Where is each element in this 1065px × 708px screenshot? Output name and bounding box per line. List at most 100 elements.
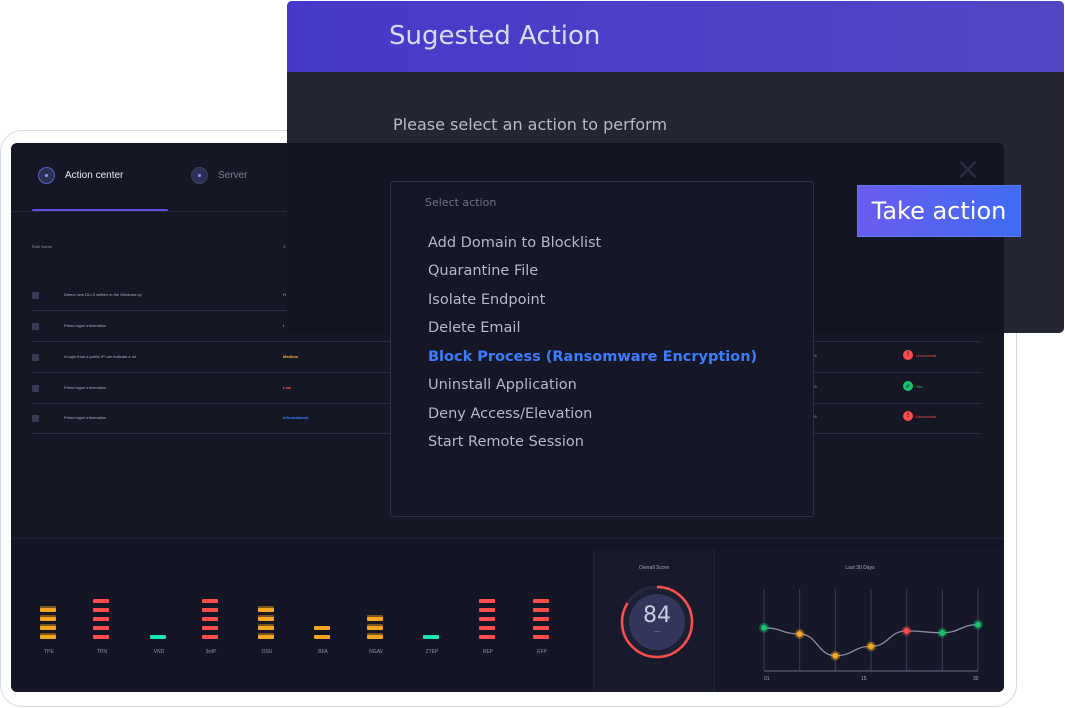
check-circle-icon: ✓ <box>903 381 913 391</box>
coverage-bar[interactable]: 3rdP <box>200 595 222 655</box>
severity-label: I <box>283 323 285 328</box>
action-dropdown[interactable]: Select action Add Domain to Blocklist Qua… <box>390 181 814 517</box>
bar-segment <box>93 608 109 612</box>
status-text: Unresolved <box>916 413 937 419</box>
severity-label: Low <box>283 385 291 390</box>
bar-segment <box>423 635 439 639</box>
bar-segment <box>533 599 549 603</box>
score-title: Overall Score <box>638 565 670 571</box>
close-icon[interactable]: × <box>955 152 981 187</box>
tab-server[interactable]: Server <box>191 167 247 184</box>
dropdown-placeholder: Select action <box>425 196 497 209</box>
modal-prompt: Please select an action to perform <box>393 115 668 134</box>
coverage-bar[interactable]: TPE <box>38 595 60 655</box>
bar-label: REP <box>482 649 494 655</box>
trend-point <box>761 624 767 631</box>
bar-label: 3rdP <box>205 649 217 655</box>
dropdown-option[interactable]: Delete Email <box>428 320 521 336</box>
status-badge: ✓ Yes <box>903 381 923 391</box>
bar-label: NGAV <box>369 649 383 655</box>
row-checkbox[interactable] <box>32 354 39 361</box>
bar-segment <box>533 617 549 621</box>
coverage-bar[interactable]: TPN <box>91 595 113 655</box>
bar-segment <box>314 635 330 639</box>
bar-segment <box>367 617 383 621</box>
bar-segment <box>40 617 56 621</box>
bar-segment <box>479 635 495 639</box>
status-badge: ! Unresolved <box>903 411 936 421</box>
bar-segment <box>367 635 383 639</box>
severity-label: H <box>283 292 286 297</box>
tab-dot-icon <box>38 167 55 184</box>
x-tick-label: 15 <box>861 676 867 682</box>
bar-segment <box>258 608 274 612</box>
bar-segment <box>314 626 330 630</box>
coverage-bar[interactable]: BFA <box>312 595 334 655</box>
tab-action-center[interactable]: Action center <box>38 167 123 184</box>
column-header-rule-name[interactable]: Rule Name <box>32 244 53 249</box>
bar-segment <box>533 626 549 630</box>
bar-segment <box>202 626 218 630</box>
dropdown-option[interactable]: Deny Access/Elevation <box>428 406 593 422</box>
dropdown-option[interactable]: Uninstall Application <box>428 377 577 393</box>
score-gauge <box>620 585 694 659</box>
bar-segment <box>202 599 218 603</box>
bar-label: BFA <box>318 649 328 655</box>
dropdown-option[interactable]: Start Remote Session <box>428 434 584 450</box>
coverage-bar[interactable]: EFP <box>531 595 553 655</box>
bar-segment <box>93 617 109 621</box>
x-tick-label: 01 <box>764 676 770 682</box>
status-text: Unresolved <box>916 352 937 358</box>
trend-point <box>939 629 946 636</box>
trend-point <box>832 652 839 659</box>
status-badge: ! Unresolved <box>903 350 936 360</box>
bar-label: EFP <box>537 649 547 655</box>
bar-segment <box>258 626 274 630</box>
bar-segment <box>202 617 218 621</box>
bar-label: ZTEP <box>425 649 439 655</box>
severity-label: Informational <box>283 415 309 420</box>
bar-segment <box>40 608 56 612</box>
bar-segment <box>202 635 218 639</box>
rule-name: A login from a public IP can indicate a … <box>64 354 136 359</box>
row-checkbox[interactable] <box>32 292 39 299</box>
score-value: 84 <box>643 603 671 628</box>
dropdown-option[interactable]: Isolate Endpoint <box>428 292 546 308</box>
tab-dot-icon <box>191 167 208 184</box>
bar-segment <box>367 626 383 630</box>
status-text: Yes <box>916 383 923 389</box>
trend-point <box>868 643 874 650</box>
x-tick-label: 30 <box>973 676 979 682</box>
score-gauge-arc <box>620 585 694 659</box>
tab-label: Action center <box>65 170 124 181</box>
row-checkbox[interactable] <box>32 323 39 330</box>
coverage-bar[interactable]: NGAV <box>365 595 387 655</box>
trend-chart: 01 15 30 <box>759 589 983 682</box>
bar-segment <box>150 635 166 639</box>
row-checkbox[interactable] <box>32 415 39 422</box>
alert-circle-icon: ! <box>903 350 913 360</box>
row-checkbox[interactable] <box>32 385 39 392</box>
bar-label: TPE <box>44 649 54 655</box>
bar-segment <box>93 626 109 630</box>
trend-panel: Last 30 Days 01 15 30 <box>716 549 1004 692</box>
bar-label: TPN <box>97 649 107 655</box>
bar-segment <box>202 608 218 612</box>
alert-circle-icon: ! <box>903 411 913 421</box>
coverage-bar[interactable]: REP <box>477 595 499 655</box>
dropdown-option[interactable]: Quarantine File <box>428 263 539 279</box>
coverage-bar[interactable]: ZTEP <box>421 595 443 655</box>
coverage-bar[interactable]: OSU <box>256 595 278 655</box>
take-action-button[interactable]: Take action <box>857 185 1021 237</box>
column-header-severity[interactable]: S <box>283 244 286 249</box>
coverage-bar[interactable]: VND <box>148 595 170 655</box>
bar-segment <box>93 635 109 639</box>
bar-label: VND <box>153 649 165 655</box>
rule-name: Prime logon information <box>64 323 107 328</box>
bar-segment <box>40 626 56 630</box>
dropdown-option[interactable]: Block Process (Ransomware Encryption) <box>428 349 758 365</box>
modal-header: Sugested Action <box>287 1 1064 72</box>
dropdown-option[interactable]: Add Domain to Blocklist <box>428 235 602 251</box>
score-sub: — <box>654 629 660 635</box>
rule-name: Prime logon information <box>64 415 107 420</box>
